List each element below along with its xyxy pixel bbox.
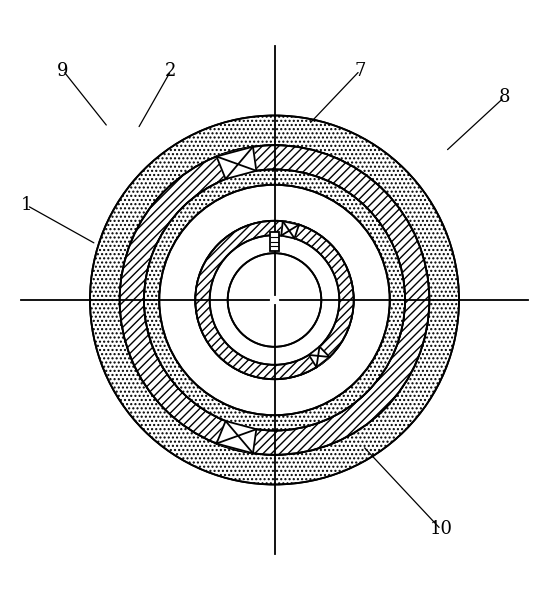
Text: 7: 7 bbox=[354, 61, 366, 79]
Bar bbox=[270, 232, 279, 251]
Polygon shape bbox=[281, 221, 299, 238]
Wedge shape bbox=[90, 115, 459, 484]
Wedge shape bbox=[159, 185, 390, 415]
Circle shape bbox=[228, 253, 321, 347]
Text: 1: 1 bbox=[21, 196, 33, 214]
Text: 8: 8 bbox=[498, 88, 510, 107]
Polygon shape bbox=[309, 347, 329, 367]
Polygon shape bbox=[216, 421, 256, 453]
Wedge shape bbox=[144, 169, 405, 431]
Wedge shape bbox=[120, 145, 429, 455]
Polygon shape bbox=[216, 147, 256, 179]
Wedge shape bbox=[195, 221, 354, 379]
Text: 9: 9 bbox=[57, 61, 69, 79]
Text: 2: 2 bbox=[165, 61, 177, 79]
Text: 10: 10 bbox=[429, 520, 452, 539]
